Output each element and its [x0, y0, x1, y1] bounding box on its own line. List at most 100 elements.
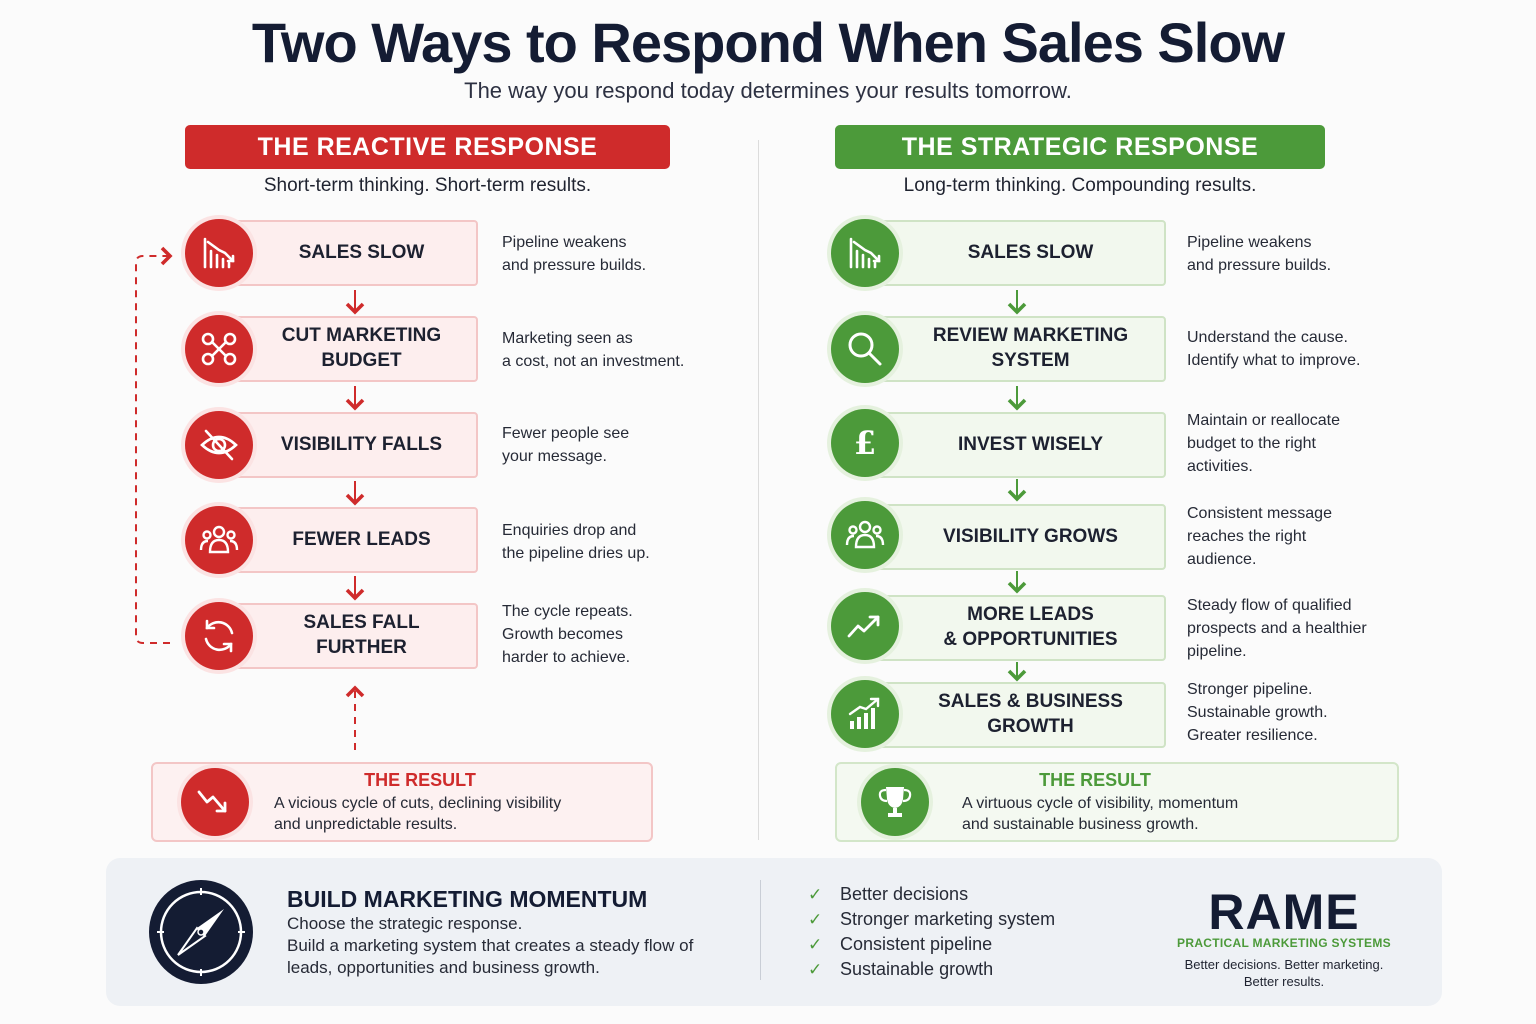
desc-line: reaches the right	[1187, 528, 1307, 545]
reactive-tagline: Short-term thinking. Short-term results.	[263, 175, 592, 196]
checklist-label: Better decisions	[840, 884, 969, 904]
benefits-checklist: ✓ Better decisions ✓ Stronger marketing sy…	[808, 882, 1108, 982]
desc-line: prospects and a healthier	[1187, 620, 1367, 637]
reactive-step-desc: Enquiries drop and the pipeline dries up…	[502, 519, 722, 565]
desc-line: Marketing seen as	[502, 330, 633, 347]
bottom-panel	[106, 858, 1442, 1006]
bottom-line: leads, opportunities and business growth…	[287, 958, 600, 977]
check-icon: ✓	[808, 934, 823, 954]
check-icon: ✓	[808, 959, 823, 979]
step-label: SYSTEM	[991, 350, 1070, 371]
reactive-step-desc: Fewer people see your message.	[502, 422, 722, 468]
step-label: BUDGET	[321, 350, 402, 371]
reactive-result-title: THE RESULT	[364, 770, 476, 790]
step-label: SALES & BUSINESS	[938, 691, 1123, 713]
strategic-step-more-leads: MORE LEADS & OPPORTUNITIES	[865, 595, 1166, 661]
bottom-title: BUILD MARKETING MOMENTUM	[287, 886, 648, 912]
brand-logo: RAME	[1208, 884, 1360, 940]
step-label: INVEST WISELY	[958, 433, 1103, 455]
reactive-step-cut-budget: CUT MARKETING BUDGET	[215, 316, 478, 382]
result-line: A virtuous cycle of visibility, momentum	[962, 795, 1239, 812]
strategic-step-desc: Pipeline weakens and pressure builds.	[1187, 231, 1407, 277]
desc-line: Pipeline weakens	[1187, 234, 1312, 251]
checklist-item: ✓ Sustainable growth	[808, 957, 1108, 982]
reactive-step-desc: Pipeline weakens and pressure builds.	[502, 231, 722, 277]
desc-line: Enquiries drop and	[502, 522, 637, 539]
strategic-step-visibility-grows: VISIBILITY GROWS	[865, 504, 1166, 570]
checklist-label: Consistent pipeline	[840, 934, 993, 954]
step-label: GROWTH	[987, 716, 1074, 737]
bottom-text: Choose the strategic response. Build a m…	[287, 913, 747, 979]
step-label: VISIBILITY FALLS	[280, 433, 443, 455]
checklist-item: ✓ Better decisions	[808, 882, 1108, 907]
reactive-step-desc: The cycle repeats. Growth becomes harder…	[502, 600, 722, 669]
column-divider	[758, 140, 759, 840]
desc-line: and pressure builds.	[1187, 257, 1332, 274]
trophy-icon	[861, 768, 929, 836]
reactive-step-visibility-falls: VISIBILITY FALLS	[215, 412, 478, 478]
step-label: VISIBILITY GROWS	[943, 525, 1118, 547]
strategic-step-invest: INVEST WISELY	[865, 412, 1166, 478]
growth-bar-chart-icon	[831, 680, 899, 748]
scissors-icon	[185, 315, 253, 383]
reactive-step-sales-fall-further: SALES FALL FURTHER	[215, 603, 478, 669]
desc-line: Consistent message	[1187, 505, 1332, 522]
desc-line: your message.	[502, 448, 607, 465]
bottom-line: Choose the strategic response.	[287, 914, 523, 933]
checklist-item: ✓ Stronger marketing system	[808, 907, 1108, 932]
checklist-label: Sustainable growth	[840, 959, 994, 979]
check-icon: ✓	[808, 884, 823, 904]
desc-line: Steady flow of qualified	[1187, 597, 1352, 614]
desc-line: Growth becomes	[502, 626, 623, 643]
checklist-item: ✓ Consistent pipeline	[808, 932, 1108, 957]
declining-bar-chart-icon	[185, 219, 253, 287]
reactive-step-sales-slow: SALES SLOW	[215, 220, 478, 286]
page-title: Two Ways to Respond When Sales Slow	[251, 11, 1285, 74]
desc-line: a cost, not an investment.	[502, 353, 685, 370]
strategic-result-title: THE RESULT	[1039, 770, 1151, 790]
strategic-result-box	[835, 762, 1399, 842]
tagline-line: Better decisions. Better marketing.	[1184, 957, 1384, 972]
strategic-step-review: REVIEW MARKETING SYSTEM	[865, 316, 1166, 382]
strategic-result-text: A virtuous cycle of visibility, momentum…	[962, 793, 1382, 835]
step-label: SALES FALL FURTHER	[303, 612, 420, 658]
compass-icon	[148, 879, 254, 985]
reactive-heading: THE REACTIVE RESPONSE	[185, 125, 670, 169]
checklist-label: Stronger marketing system	[840, 909, 1056, 929]
desc-line: Identify what to improve.	[1187, 352, 1361, 369]
bottom-line: Build a marketing system that creates a …	[287, 936, 694, 955]
desc-line: harder to achieve.	[502, 649, 631, 666]
step-label: REVIEW MARKETING	[932, 325, 1129, 347]
strategic-step-desc: Maintain or reallocate budget to the rig…	[1187, 409, 1407, 478]
bottom-divider	[760, 880, 761, 980]
declining-bar-chart-icon	[831, 219, 899, 287]
step-label: SALES SLOW	[298, 241, 425, 263]
step-label: & OPPORTUNITIES	[943, 629, 1118, 650]
desc-line: Stronger pipeline.	[1187, 681, 1313, 698]
strategic-step-desc: Steady flow of qualified prospects and a…	[1187, 594, 1417, 663]
trend-down-icon	[181, 768, 249, 836]
desc-line: budget to the right	[1187, 435, 1316, 452]
desc-line: Sustainable growth.	[1187, 704, 1328, 721]
desc-line: Fewer people see	[502, 425, 630, 442]
eye-slash-icon	[185, 411, 253, 479]
strategic-step-growth: SALES & BUSINESS GROWTH	[865, 682, 1166, 748]
strategic-step-sales-slow: SALES SLOW	[865, 220, 1166, 286]
result-line: and sustainable business growth.	[962, 816, 1199, 833]
tagline-line: Better results.	[1243, 974, 1325, 989]
pound-sign-icon: £	[831, 409, 899, 477]
cycle-arrows-icon	[185, 602, 253, 670]
result-line: A vicious cycle of cuts, declining visib…	[274, 795, 562, 812]
desc-line: audience.	[1187, 551, 1257, 568]
desc-line: Maintain or reallocate	[1187, 412, 1340, 429]
desc-line: and pressure builds.	[502, 257, 647, 274]
desc-line: Pipeline weakens	[502, 234, 627, 251]
strategic-step-desc: Understand the cause. Identify what to i…	[1187, 326, 1417, 372]
desc-line: activities.	[1187, 458, 1253, 475]
people-group-icon	[185, 506, 253, 574]
desc-line: the pipeline dries up.	[502, 545, 650, 562]
brand-tagline: Better decisions. Better marketing. Bett…	[1164, 956, 1404, 990]
step-label: FEWER LEADS	[292, 528, 431, 550]
strategic-step-desc: Consistent message reaches the right aud…	[1187, 502, 1407, 571]
svg-text:£: £	[854, 424, 876, 462]
